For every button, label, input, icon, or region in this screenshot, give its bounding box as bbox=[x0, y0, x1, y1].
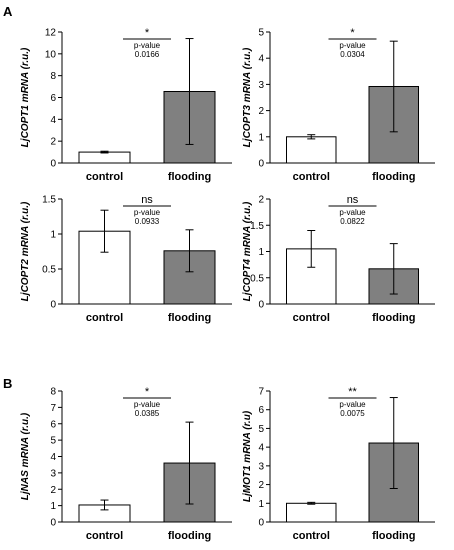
y-tick-label: 2 bbox=[258, 106, 264, 117]
y-tick-label: 12 bbox=[45, 28, 57, 39]
x-tick-label-control: control bbox=[86, 171, 123, 183]
y-tick-label: 10 bbox=[45, 49, 57, 60]
p-value-label: p-value bbox=[134, 41, 161, 50]
y-tick-label: 7 bbox=[50, 403, 56, 414]
y-tick-label: 8 bbox=[50, 387, 56, 398]
x-tick-label-flooding: flooding bbox=[168, 530, 211, 542]
x-tick-label-control: control bbox=[86, 312, 123, 324]
chart-5: 0 1 2 3 4 5 6 7 8 LjNAS mRNA (r.u.) control floodin… bbox=[20, 386, 232, 542]
p-value: 0.0075 bbox=[340, 409, 365, 418]
p-value-label: p-value bbox=[339, 41, 366, 50]
y-tick-label: 5 bbox=[258, 28, 264, 39]
significance-marker: * bbox=[350, 27, 355, 39]
x-tick-label-control: control bbox=[293, 530, 330, 542]
y-tick-label: 6 bbox=[50, 419, 56, 430]
y-tick-label: 2 bbox=[258, 195, 264, 206]
p-value: 0.0166 bbox=[135, 50, 160, 59]
y-tick-label: 0 bbox=[50, 159, 56, 170]
panel-label-a: A bbox=[3, 4, 13, 19]
y-tick-label: 4 bbox=[258, 54, 264, 65]
x-tick-label-flooding: flooding bbox=[168, 312, 211, 324]
bar-control bbox=[286, 502, 337, 523]
significance-marker: ns bbox=[347, 194, 359, 206]
y-tick-label: 5 bbox=[50, 436, 56, 447]
y-tick-label: 3 bbox=[258, 461, 264, 472]
y-tick-label: 4 bbox=[50, 452, 56, 463]
y-tick-label: 0 bbox=[258, 159, 264, 170]
y-tick-label: 1.5 bbox=[42, 195, 56, 206]
chart-4: 0 0.5 1 1.5 2 LjCOPT4 mRNA (r.u.) control flood… bbox=[242, 194, 435, 324]
y-tick-label: 3 bbox=[50, 468, 56, 479]
y-tick-label: 1 bbox=[50, 230, 56, 241]
bar-control bbox=[286, 136, 337, 164]
y-tick-label: 6 bbox=[50, 93, 56, 104]
y-tick-label: 2 bbox=[50, 485, 56, 496]
x-tick-label-control: control bbox=[293, 171, 330, 183]
x-tick-label-flooding: flooding bbox=[372, 312, 415, 324]
p-value: 0.0385 bbox=[135, 409, 160, 418]
chart-2: 0 1 2 3 4 5 LjCOPT3 mRNA (r.u.) control flooding… bbox=[242, 27, 435, 183]
y-tick-label: 3 bbox=[258, 80, 264, 91]
y-tick-label: 0 bbox=[50, 300, 56, 311]
panel-label-b: B bbox=[3, 376, 12, 391]
y-axis-label: LjCOPT1 mRNA (r.u.) bbox=[20, 47, 31, 147]
y-axis-label: LjCOPT2 mRNA (r.u.) bbox=[20, 201, 31, 301]
p-value-label: p-value bbox=[339, 400, 366, 409]
significance-marker: * bbox=[145, 386, 150, 398]
x-tick-label-flooding: flooding bbox=[372, 171, 415, 183]
y-tick-label: 2 bbox=[258, 480, 264, 491]
y-tick-label: 0 bbox=[50, 518, 56, 529]
y-tick-label: 1 bbox=[50, 501, 56, 512]
p-value: 0.0933 bbox=[135, 217, 160, 226]
y-tick-label: 0.5 bbox=[250, 273, 264, 284]
p-value-label: p-value bbox=[134, 208, 161, 217]
x-tick-label-control: control bbox=[86, 530, 123, 542]
y-tick-label: 1.5 bbox=[250, 221, 264, 232]
y-tick-label: 1 bbox=[258, 247, 264, 258]
y-tick-label: 8 bbox=[50, 71, 56, 82]
p-value-label: p-value bbox=[339, 208, 366, 217]
y-axis-label: LjCOPT4 mRNA (r.u.) bbox=[242, 201, 253, 301]
y-axis-label: LjCOPT3 mRNA (r.u.) bbox=[242, 47, 253, 147]
y-axis-label: LjNAS mRNA (r.u.) bbox=[20, 412, 31, 500]
p-value: 0.0304 bbox=[340, 50, 365, 59]
y-tick-label: 1 bbox=[258, 499, 264, 510]
y-tick-label: 4 bbox=[50, 115, 56, 126]
x-tick-label-flooding: flooding bbox=[168, 171, 211, 183]
y-tick-label: 6 bbox=[258, 405, 264, 416]
y-tick-label: 4 bbox=[258, 443, 264, 454]
y-tick-label: 1 bbox=[258, 132, 264, 143]
y-tick-label: 7 bbox=[258, 387, 264, 398]
chart-6: 0 1 2 3 4 5 6 7 LjMOT1 mRNA (r.u) control flooding… bbox=[242, 386, 435, 542]
significance-marker: ns bbox=[141, 194, 153, 206]
chart-3: 0 0.5 1 1.5 LjCOPT2 mRNA (r.u.) control floodi… bbox=[20, 194, 232, 324]
y-tick-label: 0 bbox=[258, 518, 264, 529]
p-value: 0.0822 bbox=[340, 217, 365, 226]
bar-control bbox=[78, 151, 131, 164]
x-tick-label-flooding: flooding bbox=[372, 530, 415, 542]
y-tick-label: 2 bbox=[50, 137, 56, 148]
y-tick-label: 5 bbox=[258, 424, 264, 435]
y-axis-label: LjMOT1 mRNA (r.u) bbox=[242, 410, 253, 502]
significance-marker: * bbox=[145, 27, 150, 39]
y-tick-label: 0.5 bbox=[42, 265, 56, 276]
p-value-label: p-value bbox=[134, 400, 161, 409]
chart-1: 0 2 4 6 8 10 12 LjCOPT1 mRNA (r.u.) control flood… bbox=[20, 27, 232, 183]
y-tick-label: 0 bbox=[258, 300, 264, 311]
significance-marker: ** bbox=[348, 386, 357, 398]
x-tick-label-control: control bbox=[293, 312, 330, 324]
